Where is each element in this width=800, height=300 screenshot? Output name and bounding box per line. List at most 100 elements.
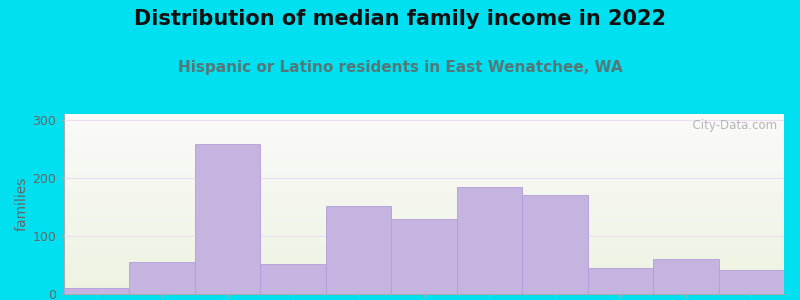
Bar (64, 152, 784, 154)
Bar (64, 235, 784, 236)
Bar (64, 163, 784, 164)
Bar (64, 177, 784, 179)
Bar (64, 125, 784, 127)
Bar (391, 218, 457, 294)
Bar (64, 231, 784, 233)
Bar (64, 247, 784, 249)
Bar (64, 130, 784, 132)
Bar (64, 119, 784, 121)
Bar (64, 191, 784, 193)
Bar (64, 222, 784, 224)
Bar (64, 168, 784, 170)
Bar (64, 127, 784, 128)
Bar (64, 242, 784, 244)
Bar (64, 208, 784, 209)
Bar (64, 262, 784, 263)
Bar (64, 186, 784, 188)
Bar (64, 181, 784, 182)
Bar (64, 211, 784, 213)
Bar (64, 118, 784, 119)
Bar (326, 206, 391, 294)
Bar (64, 227, 784, 229)
Bar (64, 249, 784, 251)
Bar (130, 262, 195, 294)
Bar (64, 213, 784, 215)
Bar (64, 226, 784, 227)
Bar (64, 244, 784, 245)
Bar (64, 132, 784, 134)
Bar (64, 172, 784, 173)
Bar (64, 175, 784, 177)
Bar (64, 238, 784, 240)
Bar (64, 137, 784, 139)
Bar (64, 116, 784, 118)
Bar (718, 270, 784, 294)
Bar (64, 188, 784, 190)
Bar (64, 290, 784, 292)
Bar (64, 161, 784, 163)
Bar (64, 245, 784, 247)
Bar (64, 240, 784, 242)
Bar (64, 195, 784, 197)
Bar (64, 256, 784, 258)
Bar (64, 283, 784, 285)
Bar (457, 187, 522, 294)
Bar (64, 182, 784, 184)
Bar (64, 184, 784, 186)
Bar (64, 206, 784, 208)
Bar (588, 268, 653, 294)
Bar (64, 134, 784, 136)
Bar (64, 269, 784, 271)
Bar (64, 170, 784, 172)
Bar (64, 190, 784, 191)
Bar (64, 136, 784, 137)
Bar (64, 141, 784, 143)
Bar (64, 276, 784, 278)
Bar (64, 218, 784, 220)
Bar (195, 144, 260, 294)
Bar (64, 202, 784, 204)
Bar (64, 204, 784, 206)
Bar (64, 128, 784, 130)
Bar (64, 224, 784, 226)
Bar (64, 155, 784, 157)
Bar (653, 259, 718, 294)
Bar (64, 157, 784, 159)
Bar (64, 289, 784, 290)
Bar (64, 285, 784, 287)
Bar (64, 265, 784, 267)
Bar (64, 145, 784, 146)
Bar (64, 123, 784, 125)
Bar (64, 121, 784, 123)
Bar (64, 281, 784, 283)
Bar (64, 159, 784, 161)
Text: City-Data.com: City-Data.com (685, 119, 777, 132)
Bar (64, 139, 784, 141)
Bar (64, 253, 784, 254)
Bar (260, 264, 326, 294)
Bar (64, 260, 784, 262)
Bar (64, 154, 784, 155)
Bar (64, 146, 784, 148)
Bar (64, 258, 784, 260)
Bar (64, 148, 784, 150)
Bar (64, 236, 784, 238)
Bar (64, 199, 784, 200)
Bar (64, 220, 784, 222)
Bar (64, 287, 784, 289)
Bar (64, 200, 784, 202)
Bar (64, 271, 784, 272)
Bar (64, 280, 784, 281)
Bar (64, 215, 784, 217)
Bar (64, 197, 784, 199)
Bar (64, 173, 784, 175)
Bar (64, 114, 784, 116)
Y-axis label: families: families (14, 177, 28, 231)
Bar (64, 150, 784, 152)
Bar (64, 288, 130, 294)
Bar (64, 217, 784, 218)
Bar (64, 164, 784, 166)
Bar (64, 254, 784, 256)
Bar (64, 143, 784, 145)
Bar (64, 263, 784, 265)
